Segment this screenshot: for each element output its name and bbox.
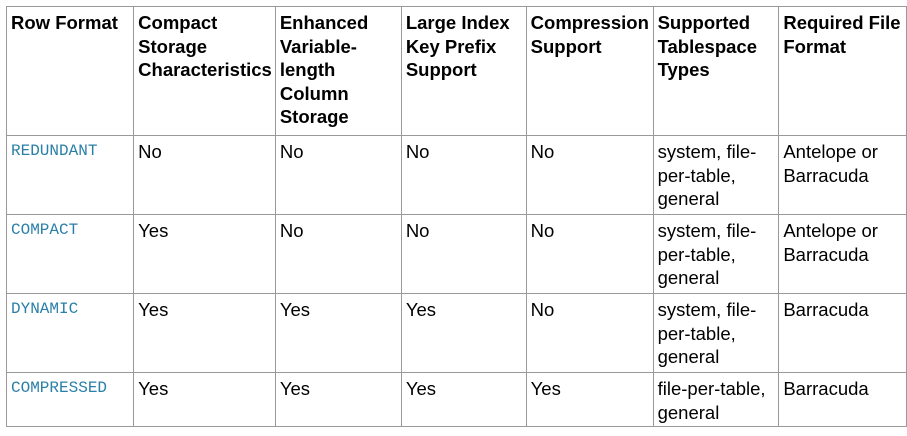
table-row: COMPRESSED Yes Yes Yes Yes file-per-tabl… <box>5 372 907 427</box>
header-enhanced-variable-length: Enhanced Variable-length Column Storage <box>274 6 402 136</box>
table-cell: Yes <box>133 372 276 427</box>
header-row-format: Row Format <box>5 6 135 136</box>
row-formats-table: Row Format Compact Storage Characteristi… <box>5 6 907 427</box>
table-row: COMPACT Yes No No No system, file-per-ta… <box>5 214 907 294</box>
table-cell: system, file-per-table, general <box>652 135 780 215</box>
header-compression-support: Compression Support <box>525 6 654 136</box>
table-cell: Yes <box>274 293 402 373</box>
table-cell: Antelope or Barracuda <box>778 135 907 215</box>
table-row: DYNAMIC Yes Yes Yes No system, file-per-… <box>5 293 907 373</box>
header-supported-tablespace-types: Supported Tablespace Types <box>652 6 780 136</box>
header-required-file-format: Required File Format <box>778 6 907 136</box>
table-cell: No <box>274 214 402 294</box>
table-cell: Yes <box>525 372 654 427</box>
row-format-cell[interactable]: COMPRESSED <box>5 372 135 427</box>
table-cell: Antelope or Barracuda <box>778 214 907 294</box>
table-cell: No <box>133 135 276 215</box>
table-cell: Barracuda <box>778 372 907 427</box>
row-format-cell[interactable]: COMPACT <box>5 214 135 294</box>
table-row: REDUNDANT No No No No system, file-per-t… <box>5 135 907 215</box>
table-cell: system, file-per-table, general <box>652 293 780 373</box>
table-cell: No <box>400 214 527 294</box>
table-cell: Barracuda <box>778 293 907 373</box>
table-header-row: Row Format Compact Storage Characteristi… <box>5 6 907 136</box>
table-cell: No <box>525 214 654 294</box>
header-large-index-key-prefix: Large Index Key Prefix Support <box>400 6 527 136</box>
table-cell: Yes <box>400 293 527 373</box>
table-cell: Yes <box>400 372 527 427</box>
table-cell: No <box>400 135 527 215</box>
table-cell: Yes <box>133 293 276 373</box>
table-cell: No <box>525 293 654 373</box>
table-cell: No <box>274 135 402 215</box>
row-format-cell[interactable]: REDUNDANT <box>5 135 135 215</box>
table-cell: No <box>525 135 654 215</box>
table-cell: Yes <box>274 372 402 427</box>
table-cell: file-per-table, general <box>652 372 780 427</box>
table-cell: Yes <box>133 214 276 294</box>
table-cell: system, file-per-table, general <box>652 214 780 294</box>
header-compact-storage: Compact Storage Characteristics <box>133 6 276 136</box>
row-format-cell[interactable]: DYNAMIC <box>5 293 135 373</box>
